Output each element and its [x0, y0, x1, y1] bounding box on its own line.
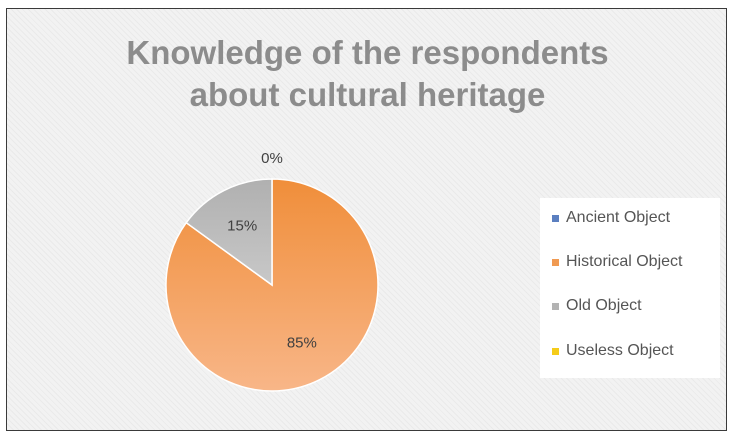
legend-item-ancient-object: Ancient Object: [552, 206, 670, 230]
legend-swatch-historical-object: [552, 258, 559, 266]
legend-swatch-ancient-object: [552, 214, 559, 222]
data-label-old-object: 15%: [227, 217, 257, 234]
legend: Ancient Object Historical Object Old Obj…: [540, 198, 720, 378]
legend-item-historical-object: Historical Object: [552, 250, 682, 274]
chart-title: Knowledge of the respondents about cultu…: [0, 32, 735, 116]
data-label-historical-object: 85%: [287, 335, 317, 352]
pie-data-labels: 0% 85% 15%: [227, 150, 317, 352]
chart-title-line-2: about cultural heritage: [189, 76, 546, 113]
legend-item-useless-object: Useless Object: [552, 339, 674, 363]
legend-label-old-object: Old Object: [566, 297, 642, 314]
data-label-ancient-object: 0%: [261, 150, 283, 167]
legend-label-historical-object: Historical Object: [566, 253, 683, 270]
legend-label-useless-object: Useless Object: [566, 342, 674, 359]
legend-swatch-old-object: [552, 302, 559, 310]
legend-label-ancient-object: Ancient Object: [566, 209, 671, 226]
pie-slices: [165, 178, 379, 392]
chart-title-line-1: Knowledge of the respondents: [126, 34, 609, 71]
pie-slice-old-object: [185, 178, 273, 287]
legend-item-old-object: Old Object: [552, 294, 642, 318]
legend-swatch-useless-object: [552, 347, 559, 355]
